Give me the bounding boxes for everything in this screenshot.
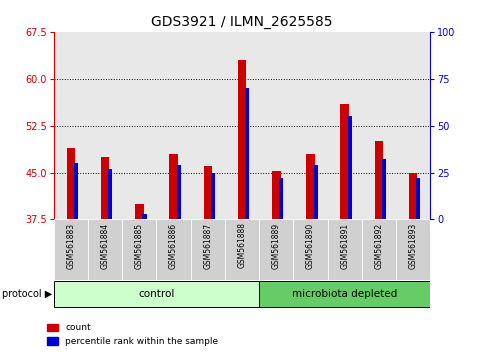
Bar [305,154,314,219]
Text: GSM561890: GSM561890 [305,222,314,269]
Bar [293,219,327,280]
Bar [259,281,429,307]
Bar [203,166,212,219]
Bar [54,281,259,307]
Bar [224,219,259,280]
Bar [210,172,215,219]
Text: GSM561884: GSM561884 [101,222,109,269]
Text: GSM561893: GSM561893 [408,222,417,269]
Text: GSM561885: GSM561885 [135,222,143,269]
Bar [259,219,293,280]
Bar [66,148,75,219]
Text: GSM561886: GSM561886 [169,222,178,269]
Bar [169,154,178,219]
Bar [244,88,249,219]
Text: control: control [138,289,174,299]
Bar [74,163,78,219]
Bar [142,214,146,219]
Bar [327,219,361,280]
Text: GSM561883: GSM561883 [66,222,75,269]
Bar [54,219,88,280]
Bar [176,165,181,219]
Bar [415,178,420,219]
Title: GDS3921 / ILMN_2625585: GDS3921 / ILMN_2625585 [151,16,332,29]
Bar [101,157,109,219]
Text: GSM561892: GSM561892 [374,222,383,269]
Text: protocol ▶: protocol ▶ [2,289,53,299]
Bar [313,165,317,219]
Bar [381,159,386,219]
Text: GSM561888: GSM561888 [237,222,246,268]
Text: microbiota depleted: microbiota depleted [291,289,397,299]
Bar [156,219,190,280]
Bar [340,104,348,219]
Text: GSM561891: GSM561891 [340,222,348,269]
Bar [279,178,283,219]
Bar [271,171,280,219]
Bar [408,172,417,219]
Text: GSM561889: GSM561889 [271,222,280,269]
Bar [361,219,395,280]
Bar [347,116,351,219]
Bar [374,141,383,219]
Text: GSM561887: GSM561887 [203,222,212,269]
Bar [135,204,143,219]
Bar [395,219,429,280]
Bar [190,219,224,280]
Bar [88,219,122,280]
Bar [237,60,246,219]
Legend: count, percentile rank within the sample: count, percentile rank within the sample [43,320,222,349]
Bar [108,169,112,219]
Bar [122,219,156,280]
